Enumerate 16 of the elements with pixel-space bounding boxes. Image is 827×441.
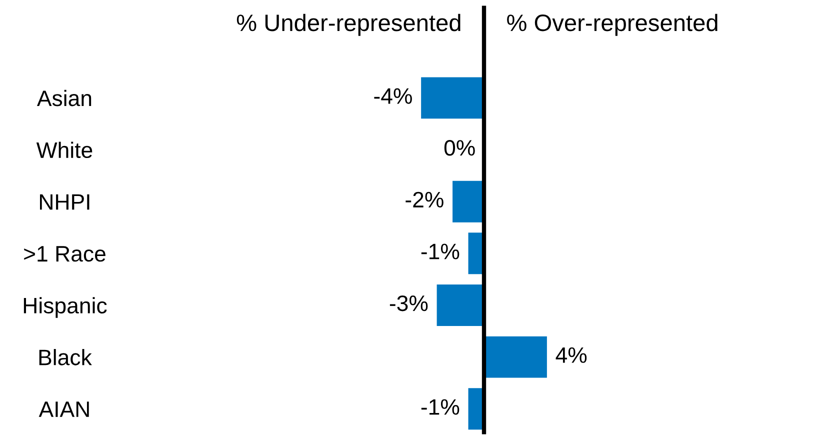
data-label: -3% xyxy=(390,295,428,312)
data-label: 0% xyxy=(444,140,475,156)
y-tick-label: Black xyxy=(39,348,92,366)
y-tick-label: >1 Race xyxy=(24,246,106,262)
y-tick-label: NHPI xyxy=(40,194,90,210)
y-tick-label: Asian xyxy=(36,90,92,106)
y-tick-label: White xyxy=(36,142,92,158)
y-tick-label: AIAN xyxy=(38,402,89,417)
data-label: -1% xyxy=(421,244,460,260)
data-label: 4% xyxy=(556,347,587,363)
text: % Under-represented xyxy=(236,14,460,36)
data-label: -1% xyxy=(421,399,460,415)
data-label: -2% xyxy=(406,192,444,208)
data-label: -4% xyxy=(374,88,412,104)
y-tick-label: Hispanic xyxy=(24,297,107,318)
text: % Over-represented xyxy=(507,14,718,36)
